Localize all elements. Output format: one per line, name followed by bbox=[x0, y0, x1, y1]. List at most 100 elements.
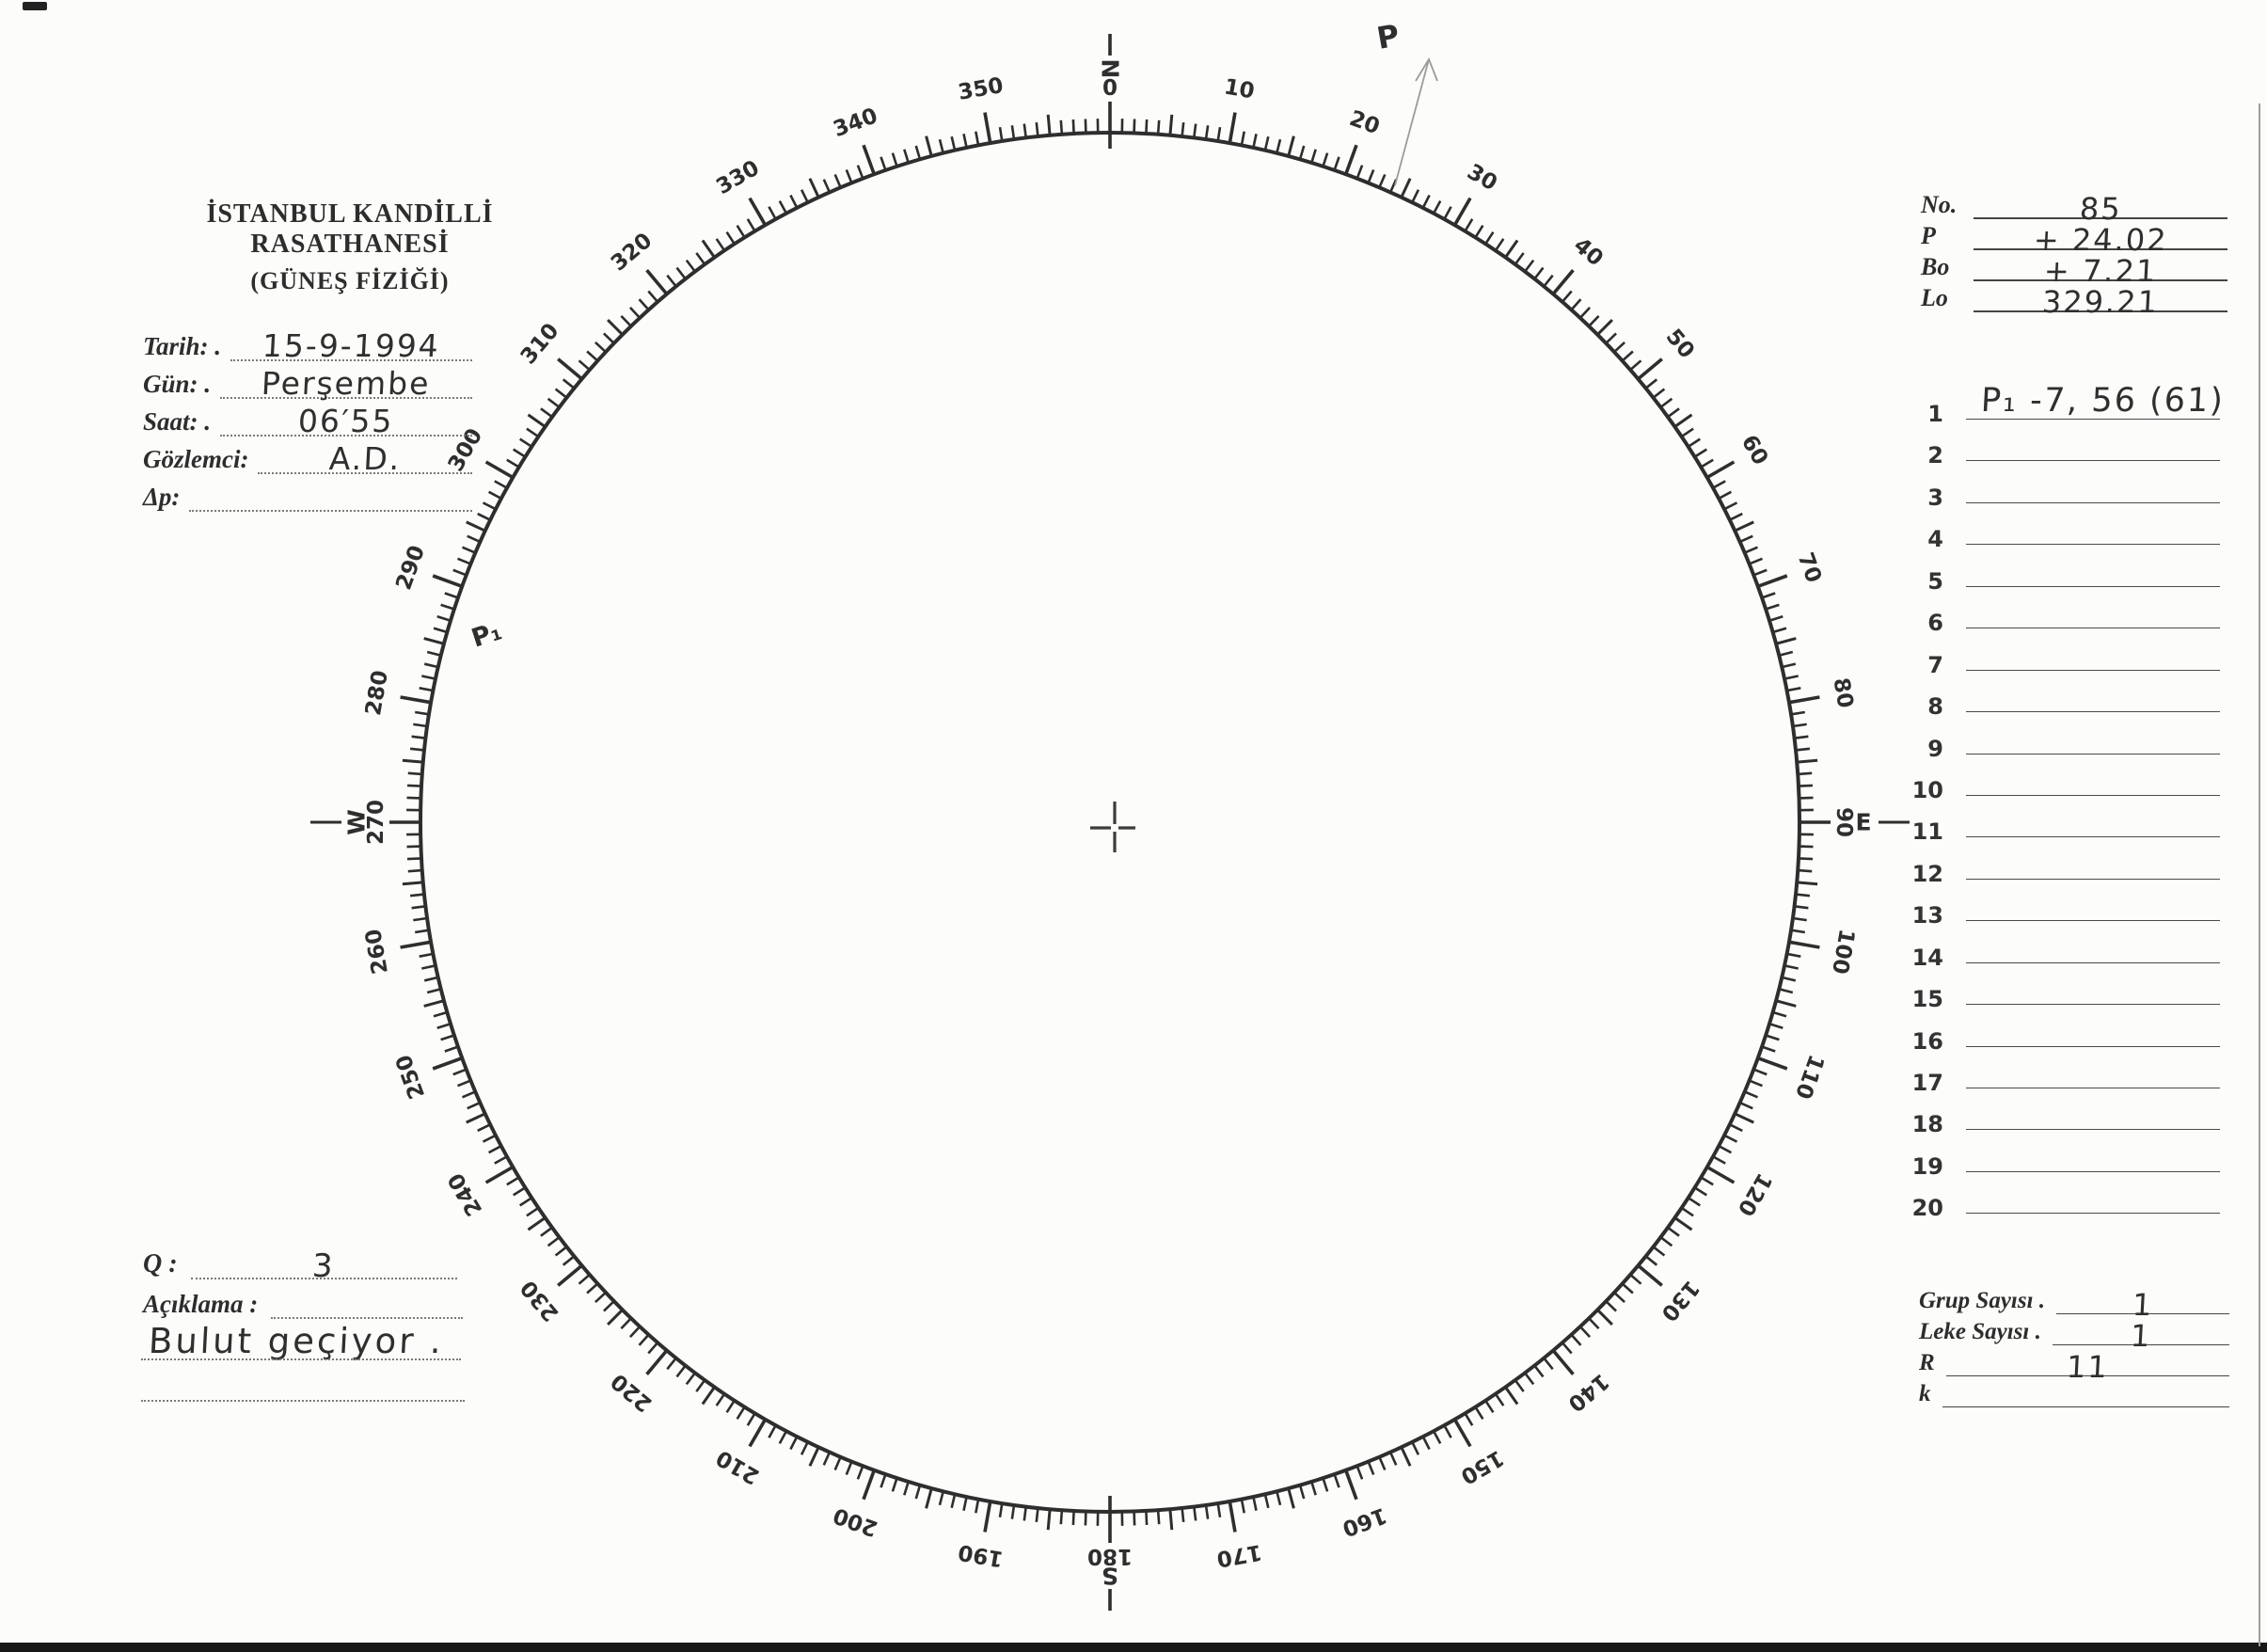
form-label-delta-p: Δp: bbox=[143, 483, 181, 511]
degree-label-230: 230 bbox=[516, 1276, 564, 1326]
ephemeris-label-no: No. bbox=[1921, 191, 1958, 218]
degree-label-100: 100 bbox=[1827, 927, 1859, 976]
form-field-gozlemci: Gözlemci: A.D. bbox=[143, 437, 472, 477]
form-field-gun: Gün: . Perşembe bbox=[143, 361, 472, 402]
measurement-row-3: 3 bbox=[1911, 483, 2224, 524]
measurement-number: 1 bbox=[1927, 401, 1943, 427]
degree-label-240: 240 bbox=[444, 1168, 488, 1220]
summary-line-r: 11 bbox=[1945, 1344, 2229, 1385]
center-crosshair bbox=[1090, 802, 1135, 852]
title-line2: (GÜNEŞ FİZİĞİ) bbox=[250, 267, 450, 294]
form-value-tarih: 15-9-1994 bbox=[262, 327, 441, 364]
summary-row-r: R 11 bbox=[1919, 1344, 2229, 1385]
measurement-number: 13 bbox=[1911, 902, 1943, 929]
measurement-line bbox=[1966, 961, 2220, 963]
measurement-number: 16 bbox=[1911, 1027, 1943, 1055]
measurement-line bbox=[1966, 669, 2220, 671]
measurement-number: 19 bbox=[1911, 1152, 1943, 1180]
degree-label-120: 120 bbox=[1733, 1168, 1777, 1220]
summary-value-r: 11 bbox=[2065, 1349, 2110, 1385]
degree-label-170: 170 bbox=[1214, 1539, 1263, 1571]
degree-label-70: 70 bbox=[1793, 549, 1826, 586]
summary-block: Grup Sayısı . 1 Leke Sayısı . 1 R 11 k bbox=[1919, 1283, 2229, 1407]
cardinal-letter-S: S bbox=[1102, 1563, 1118, 1590]
measurement-number: 9 bbox=[1927, 735, 1943, 762]
measurement-list: 1 P₁ -7, 56 (61) 2 3 4 5 6 7 8 9 10 11 12 13 14 15 16 17 1… bbox=[1911, 382, 2226, 1235]
measurement-line bbox=[1966, 1004, 2220, 1006]
measurement-row-18: 18 bbox=[1911, 1109, 2224, 1151]
quality-line: 3 bbox=[190, 1244, 457, 1285]
quality-label: Q : bbox=[143, 1249, 178, 1279]
degree-label-80: 80 bbox=[1828, 676, 1857, 710]
measurement-row-6: 6 bbox=[1911, 608, 2224, 649]
ephemeris-label-bo: Bo bbox=[1921, 253, 1950, 280]
summary-line-k bbox=[1942, 1375, 2229, 1407]
ephemeris-line-bo: + 7.21 bbox=[1974, 248, 2227, 289]
measurement-line bbox=[1966, 544, 2220, 546]
measurement-line bbox=[1966, 753, 2220, 755]
scan-edge-right bbox=[2259, 103, 2260, 1646]
form-dotted-line-gozlemci: A.D. bbox=[258, 437, 472, 477]
measurement-line bbox=[1966, 460, 2220, 462]
measurement-row-8: 8 bbox=[1911, 691, 2224, 733]
remarks-dotted-line bbox=[141, 1358, 461, 1360]
degree-label-220: 220 bbox=[607, 1369, 657, 1417]
measurement-number: 6 bbox=[1927, 610, 1943, 637]
degree-label-140: 140 bbox=[1563, 1369, 1613, 1417]
title-line1: İSTANBUL KANDİLLİ RASATHANESİ bbox=[206, 199, 494, 259]
measurement-row-11: 11 bbox=[1911, 817, 2224, 858]
remarks-label: Açıklama : bbox=[143, 1290, 259, 1318]
degree-label-250: 250 bbox=[391, 1051, 430, 1102]
cardinal-letter-W: W bbox=[343, 809, 371, 835]
form-field-delta-p: Δp: bbox=[143, 474, 472, 512]
measurement-row-14: 14 bbox=[1911, 943, 2224, 984]
measurement-line bbox=[1966, 711, 2220, 713]
measurement-number: 18 bbox=[1911, 1111, 1943, 1138]
summary-label-k: k bbox=[1919, 1381, 1931, 1406]
summary-row-k: k bbox=[1919, 1376, 2229, 1407]
measurement-line bbox=[1966, 1213, 2220, 1215]
degree-label-30: 30 bbox=[1463, 160, 1501, 197]
form-field-saat: Saat: . 06′55 bbox=[143, 399, 472, 439]
summary-row-leke-sayisi: Leke Sayısı . 1 bbox=[1919, 1314, 2229, 1354]
form-value-gun: Perşembe bbox=[261, 365, 432, 402]
measurement-row-10: 10 bbox=[1911, 775, 2224, 817]
scan-edge-bottom bbox=[0, 1643, 2267, 1652]
measurement-number: 3 bbox=[1927, 484, 1943, 511]
remarks-row: Açıklama : bbox=[143, 1285, 463, 1319]
summary-row-grup-sayisi: Grup Sayısı . 1 bbox=[1919, 1282, 2229, 1323]
measurement-number: 11 bbox=[1911, 818, 1943, 846]
pencil-arrow-p: P bbox=[1374, 17, 1438, 186]
measurement-number: 4 bbox=[1927, 526, 1943, 553]
summary-label-leke-sayisi: Leke Sayısı . bbox=[1919, 1319, 2041, 1344]
degree-label-310: 310 bbox=[516, 319, 564, 369]
measurement-row-12: 12 bbox=[1911, 859, 2224, 900]
quality-value: 3 bbox=[311, 1247, 337, 1285]
measurement-row-7: 7 bbox=[1911, 650, 2224, 691]
measurement-number: 5 bbox=[1927, 567, 1943, 595]
form-label-saat: Saat: . bbox=[143, 407, 212, 436]
form-dotted-line-gun: Perşembe bbox=[220, 361, 472, 402]
degree-label-50: 50 bbox=[1661, 325, 1699, 363]
measurement-row-19: 19 bbox=[1911, 1152, 2224, 1193]
degree-label-150: 150 bbox=[1456, 1445, 1508, 1489]
degree-label-290: 290 bbox=[391, 542, 430, 593]
degree-label-130: 130 bbox=[1657, 1276, 1704, 1326]
measurement-number: 2 bbox=[1927, 442, 1943, 469]
ephemeris-label-lo: Lo bbox=[1921, 284, 1948, 311]
measurement-number: 10 bbox=[1911, 776, 1943, 803]
ephemeris-row-lo: Lo 329.21 bbox=[1921, 281, 2227, 320]
ephemeris-row-bo: Bo + 7.21 bbox=[1921, 248, 2227, 289]
scan-artifact bbox=[23, 2, 47, 10]
remarks-dotted-line-2 bbox=[141, 1400, 465, 1402]
measurement-number: 7 bbox=[1927, 651, 1943, 678]
measurement-line bbox=[1966, 585, 2220, 587]
faint-pencil-mark: P₁ bbox=[468, 616, 506, 653]
measurement-number: 17 bbox=[1911, 1070, 1943, 1096]
measurement-number: 20 bbox=[1911, 1195, 1943, 1222]
degree-label-280: 280 bbox=[361, 669, 393, 718]
ephemeris-line-p: + 24.02 bbox=[1974, 217, 2227, 258]
summary-line-grup-sayisi: 1 bbox=[2056, 1282, 2229, 1323]
summary-label-r: R bbox=[1919, 1350, 1935, 1375]
